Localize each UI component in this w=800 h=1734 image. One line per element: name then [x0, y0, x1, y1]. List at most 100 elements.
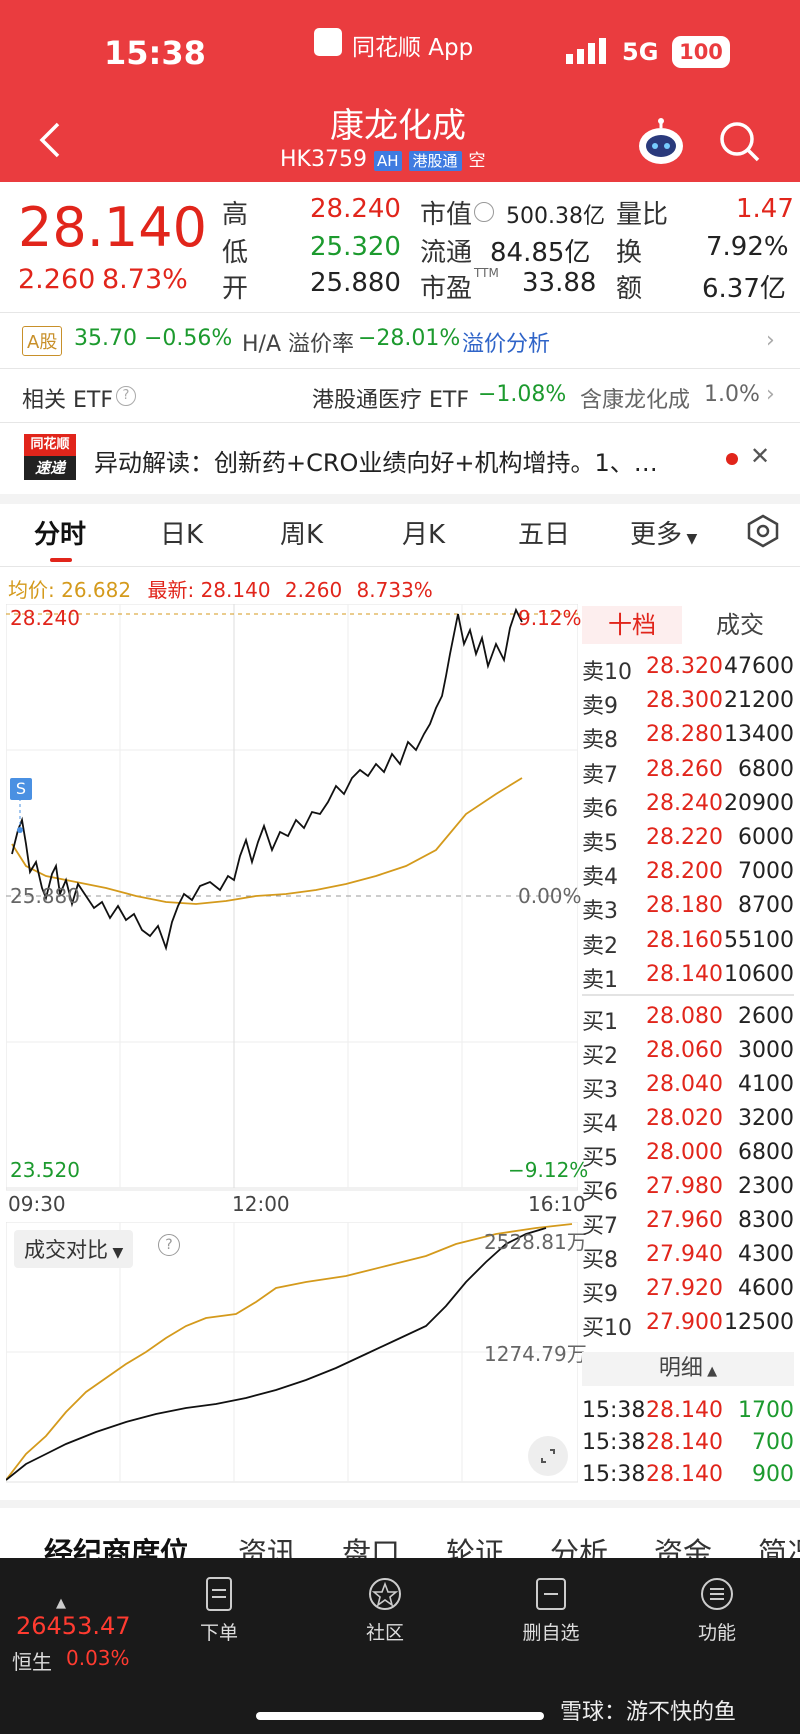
tab-monthly-k[interactable]: 月K [402, 520, 446, 550]
ask-price: 28.320 [646, 654, 723, 679]
etf-name: 港股通医疗 ETF [312, 388, 469, 413]
bid-row[interactable]: 买6 27.980 2300 [582, 1170, 794, 1205]
trade-vol: 1700 [738, 1398, 794, 1423]
nav-community-label: 社区 [365, 1622, 404, 1644]
bid-row[interactable]: 买7 27.960 8300 [582, 1204, 794, 1239]
ask-price: 28.200 [646, 859, 723, 885]
ask-price: 28.220 [646, 825, 723, 850]
section-gap [0, 494, 800, 504]
bid-price: 28.000 [646, 1140, 723, 1165]
ask-row[interactable]: 卖3 28.180 8700 [582, 889, 794, 925]
home-indicator [256, 1712, 544, 1720]
last-price: 28.140 [18, 196, 207, 259]
tab-daily-k[interactable]: 日K [160, 520, 204, 550]
bid-row[interactable]: 买5 28.000 6800 [582, 1136, 794, 1171]
nav-community[interactable]: 社区 [330, 1576, 440, 1645]
nav-functions[interactable]: 功能 [662, 1576, 772, 1645]
volratio-label: 量比 [616, 200, 669, 230]
trade-price: 28.140 [646, 1462, 723, 1487]
tab-more[interactable]: 更多 ▼ [630, 514, 697, 551]
premium-analysis-link[interactable]: 溢价分析 [462, 332, 551, 357]
help-icon[interactable]: ? [116, 386, 136, 406]
amount-value: 6.37亿 [702, 274, 786, 304]
bid-row[interactable]: 买10 27.900 12500 [582, 1306, 794, 1341]
status-app-name: 同花顺 App [352, 35, 474, 61]
ask-row[interactable]: 卖9 28.300 21200 [582, 684, 794, 719]
close-icon[interactable]: ✕ [750, 442, 771, 470]
bid-row[interactable]: 买3 28.040 4100 [582, 1068, 794, 1103]
bid-price: 27.920 [646, 1276, 723, 1301]
tab-trades[interactable]: 成交 [716, 611, 764, 639]
ask-price: 28.140 [646, 961, 723, 987]
trade-row: 15:38 28.140 700 [582, 1426, 794, 1460]
intraday-chart[interactable] [6, 604, 578, 1196]
settings-hexagon-icon[interactable] [746, 514, 780, 548]
today-volume-line [6, 1227, 547, 1481]
open-value: 25.880 [310, 268, 401, 298]
premium-value: −28.01% [358, 326, 461, 351]
ashare-row[interactable]: A股 35.70 −0.56% H/A 溢价率 −28.01% 溢价分析 › [0, 316, 800, 364]
float-label: 流通 [420, 238, 473, 268]
robot-assistant-icon[interactable] [636, 118, 686, 166]
avg-value: 26.682 [61, 578, 132, 602]
nav-remove-watchlist[interactable]: 删自选 [496, 1576, 606, 1645]
detail-header[interactable]: 明细 ▲ [582, 1352, 794, 1386]
ask-row[interactable]: 卖5 28.220 6000 [582, 821, 794, 856]
bid-row[interactable]: 买9 27.920 4600 [582, 1272, 794, 1307]
news-logo: 同花顺 速递 [24, 434, 76, 482]
badge-short: 空 [468, 151, 486, 171]
stock-title: 康龙化成 [330, 106, 466, 146]
chart-bottom-pct: −9.12% [508, 1158, 589, 1182]
divider [0, 422, 800, 423]
latest-change: 2.260 [284, 578, 343, 602]
unread-dot [726, 453, 738, 465]
trade-row: 15:38 28.140 1700 [582, 1394, 794, 1428]
bid-price: 27.960 [646, 1208, 723, 1233]
nav-order[interactable]: 下单 [164, 1576, 274, 1645]
ask-row[interactable]: 卖7 28.260 6800 [582, 753, 794, 788]
info-icon[interactable] [474, 202, 494, 222]
search-icon[interactable] [718, 120, 762, 164]
divider [0, 566, 800, 567]
news-banner[interactable]: 同花顺 速递 异动解读：创新药+CRO业绩向好+机构增持。1、… ✕ [0, 426, 800, 492]
ask-row[interactable]: 卖1 28.140 10600 [582, 958, 794, 993]
volume-compare-selector[interactable]: 成交对比 ▼ [14, 1230, 134, 1268]
ask-row[interactable]: 卖8 28.280 13400 [582, 718, 794, 753]
tab-depth[interactable]: 十档 [582, 606, 682, 644]
back-button[interactable] [36, 120, 66, 160]
price-change-pct: 8.73% [102, 264, 188, 295]
ask-level-label: 卖7 [582, 762, 618, 788]
bid-price: 27.900 [646, 1310, 723, 1335]
signal-icon [566, 38, 610, 64]
fullscreen-icon[interactable] [528, 1436, 568, 1476]
buy-signal-marker[interactable]: S [10, 778, 32, 800]
index-value[interactable]: 26453.47 [16, 1612, 131, 1640]
help-icon[interactable]: ? [158, 1234, 180, 1256]
tab-intraday[interactable]: 分时 [34, 520, 87, 550]
ask-level-label: 卖3 [582, 899, 618, 925]
bid-row[interactable]: 买8 27.940 4300 [582, 1238, 794, 1273]
ask-row[interactable]: 卖6 28.240 20900 [582, 787, 794, 822]
bid-row[interactable]: 买2 28.060 3000 [582, 1034, 794, 1069]
dropdown-triangle-icon: ▼ [108, 1245, 124, 1261]
network-label: 5G [622, 38, 659, 66]
ask-price: 28.300 [646, 688, 723, 714]
ask-row[interactable]: 卖2 28.160 55100 [582, 924, 794, 959]
active-tab-indicator [50, 558, 72, 562]
bid-row[interactable]: 买4 28.020 3200 [582, 1102, 794, 1137]
ask-row[interactable]: 卖4 28.200 7000 [582, 855, 794, 890]
star-circle-icon [369, 1578, 401, 1610]
tab-five-day[interactable]: 五日 [518, 520, 571, 550]
ask-row[interactable]: 卖10 28.320 47600 [582, 650, 794, 685]
etf-row[interactable]: 相关 ETF ? 港股通医疗 ETF −1.08% 含康龙化成 1.0% › [0, 372, 800, 418]
nav-order-label: 下单 [199, 1622, 238, 1644]
turnover-value: 7.92% [706, 232, 789, 262]
tab-weekly-k[interactable]: 周K [280, 520, 324, 550]
bid-row[interactable]: 买1 28.080 2600 [582, 1000, 794, 1035]
bid-level-label: 买8 [582, 1248, 618, 1273]
volratio-value: 1.47 [736, 194, 794, 224]
collapse-triangle-icon: ▲ [702, 1364, 718, 1379]
ask-level-label: 卖2 [582, 933, 618, 959]
premium-label: H/A 溢价率 [242, 332, 354, 357]
bid-level-label: 买6 [582, 1180, 618, 1205]
